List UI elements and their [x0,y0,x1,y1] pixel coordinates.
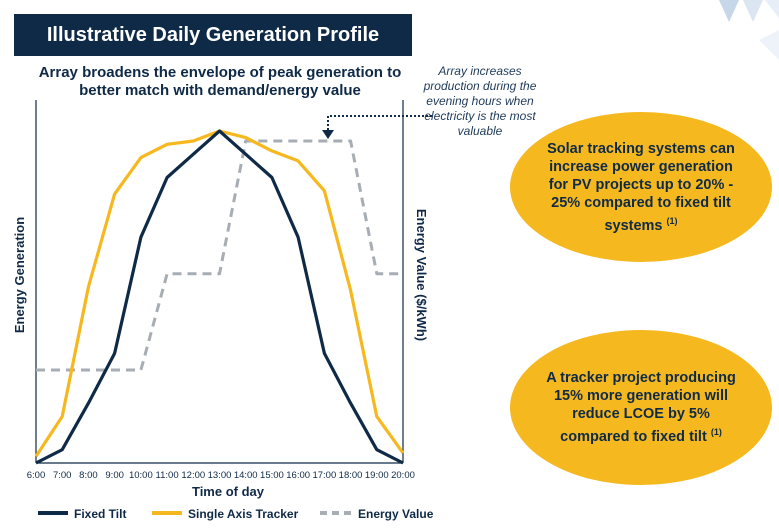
x-tick-label: 6:00 [27,470,46,481]
x-tick-label: 14:00 [234,470,258,481]
legend-label-single-axis-tracker: Single Axis Tracker [188,507,299,521]
x-tick-label: 9:00 [105,470,124,481]
x-tick-label: 17:00 [312,470,336,481]
callout-tracking-gain-text: Solar tracking systems can increase powe… [547,140,735,234]
page-title: Illustrative Daily Generation Profile [14,14,412,56]
x-axis-label: Time of day [192,484,265,499]
series-line-single-axis-tracker [34,129,405,458]
chart-subtitle: Array broadens the envelope of peak gene… [38,64,402,99]
y-axis-label-left: Energy Generation [12,217,27,333]
x-tick-label: 12:00 [181,470,205,481]
legend: Fixed Tilt Single Axis Tracker Energy Va… [38,507,434,521]
x-tick-label: 16:00 [286,470,310,481]
callout-lcoe: A tracker project producing 15% more gen… [510,330,772,485]
footnote-ref: (1) [666,215,678,226]
x-tick-label: 10:00 [129,470,153,481]
series-line-energy-value [36,139,403,372]
x-tick-label: 15:00 [260,470,284,481]
x-tick-label: 13:00 [208,470,232,481]
x-tick-label: 20:00 [391,470,415,481]
evening-annotation: Array increases production during the ev… [423,64,537,138]
series-line-fixed-tilt [35,129,404,465]
legend-label-fixed-tilt: Fixed Tilt [74,507,126,521]
x-tick-label: 11:00 [156,470,179,481]
callout-lcoe-text: A tracker project producing 15% more gen… [546,370,736,445]
x-tick-label: 18:00 [339,470,363,481]
y-axis-label-right: Energy Value ($/kWh) [414,209,429,341]
callout-tracking-gain: Solar tracking systems can increase powe… [510,112,772,262]
x-tick-label: 8:00 [79,470,98,481]
corner-decoration [719,0,779,60]
x-tick-label: 19:00 [365,470,389,481]
annotation-arrow [322,115,432,139]
legend-label-energy-value: Energy Value [358,507,434,521]
x-tick-label: 7:00 [53,470,72,481]
footnote-ref: (1) [710,427,722,438]
